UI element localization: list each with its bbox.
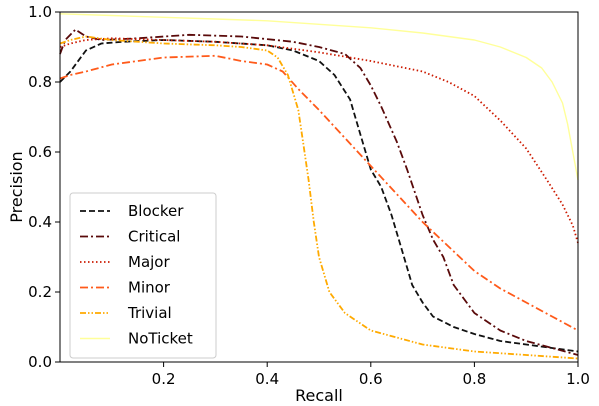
y-axis: 0.0 0.2 0.4 0.6 0.8 1.0 <box>28 3 60 371</box>
x-tick-label: 0.6 <box>359 370 383 388</box>
legend-label-minor: Minor <box>128 279 171 297</box>
y-tick-label: 0.4 <box>28 213 52 231</box>
legend: Blocker Critical Major Minor Trivial NoTicket <box>69 192 217 359</box>
legend-box <box>69 192 217 359</box>
x-tick-label: 0.2 <box>152 370 176 388</box>
legend-label-blocker: Blocker <box>128 202 184 220</box>
x-axis: 0.2 0.4 0.6 0.8 1.0 <box>152 362 590 388</box>
y-axis-label: Precision <box>7 151 26 222</box>
series-line-minor <box>59 54 579 332</box>
y-tick-label: 0.8 <box>28 73 52 91</box>
legend-label-trivial: Trivial <box>127 304 172 322</box>
x-axis-label: Recall <box>295 386 343 405</box>
x-tick-label: 0.4 <box>255 370 279 388</box>
series-line-critical <box>59 28 579 356</box>
x-tick-label: 0.8 <box>462 370 486 388</box>
legend-label-noticket: NoTicket <box>128 330 193 348</box>
y-tick-label: 0.2 <box>28 283 52 301</box>
y-tick-label: 1.0 <box>28 3 52 21</box>
y-tick-label: 0.6 <box>28 143 52 161</box>
plot-frame <box>59 11 579 363</box>
legend-label-major: Major <box>128 253 170 271</box>
x-tick-label: 1.0 <box>566 370 590 388</box>
legend-label-critical: Critical <box>128 228 180 246</box>
y-tick-label: 0.0 <box>28 353 52 371</box>
series-line-trivial <box>59 35 579 360</box>
series-line-blocker <box>59 39 579 353</box>
series-line-noticket <box>59 13 579 181</box>
series-layer <box>59 13 579 360</box>
